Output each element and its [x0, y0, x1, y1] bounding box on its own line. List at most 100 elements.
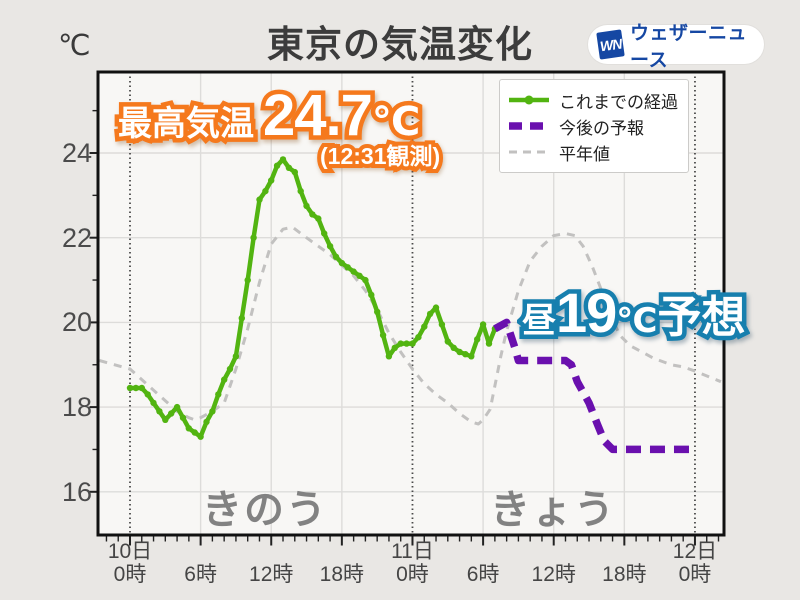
- data-point-marker: [350, 268, 357, 275]
- data-point-marker: [456, 348, 463, 356]
- legend-label: これまでの経過: [559, 92, 678, 112]
- data-point-marker: [438, 321, 446, 328]
- data-point-marker: [168, 410, 175, 417]
- series-dashed-thick: [493, 318, 695, 454]
- legend-item-observed: これまでの経過: [509, 87, 680, 113]
- data-point-marker: [368, 291, 375, 299]
- data-point-marker: [332, 253, 340, 260]
- data-point-marker: [403, 340, 410, 347]
- data-point-marker: [156, 408, 163, 415]
- data-point-marker: [479, 321, 487, 328]
- data-point-marker: [185, 425, 192, 432]
- data-point-marker: [279, 156, 287, 163]
- data-point-marker: [273, 162, 281, 169]
- data-point-marker: [356, 272, 363, 279]
- data-point-marker: [303, 202, 310, 210]
- y-tick-label: 20: [61, 307, 92, 338]
- y-tick-label: 18: [61, 392, 92, 423]
- data-point-marker: [409, 340, 416, 347]
- data-point-marker: [138, 384, 145, 392]
- data-point-marker: [297, 187, 304, 195]
- day-label-yesterday: きのう: [202, 488, 328, 532]
- y-axis-unit-label: ℃: [58, 30, 91, 62]
- data-point-marker: [397, 340, 404, 347]
- data-point-marker: [426, 310, 434, 318]
- data-point-marker: [450, 344, 457, 351]
- data-point-marker: [468, 353, 475, 360]
- legend-label: 平年値: [559, 144, 610, 164]
- data-point-marker: [268, 177, 275, 184]
- max-temp-outline-layer: 最高気温 24.7 ℃: [114, 79, 425, 153]
- data-point-marker: [309, 211, 316, 218]
- data-point-marker: [244, 276, 251, 284]
- data-point-marker: [462, 351, 469, 358]
- max-temp-text: 最高気温 24.7 ℃: [118, 83, 421, 148]
- data-point-marker: [226, 365, 234, 373]
- legend-item-forecast: 今後の予報: [509, 113, 680, 139]
- data-point-marker: [144, 391, 151, 398]
- data-point-marker: [444, 338, 451, 345]
- solid-line-dot-swatch-icon: [509, 92, 549, 108]
- x-tick-hour-label: 12時: [531, 563, 576, 586]
- data-point-marker: [250, 234, 257, 241]
- data-point-marker: [321, 230, 328, 237]
- data-point-marker: [238, 315, 245, 322]
- data-point-marker: [132, 384, 140, 392]
- data-point-marker: [191, 429, 198, 436]
- x-tick-day-label: 10日: [107, 540, 153, 563]
- data-point-marker: [285, 164, 293, 171]
- forecast-outline-layer: 昼 19 ℃ 予想: [518, 277, 750, 349]
- x-tick-hour-label: 18時: [319, 563, 365, 586]
- data-point-marker: [391, 344, 398, 351]
- x-tick-hour-label: 6時: [466, 563, 500, 586]
- data-point-marker: [485, 340, 493, 347]
- x-tick-day-label: 12日: [672, 540, 718, 563]
- thick-dashed-line-swatch-icon: [509, 118, 549, 134]
- day-label-today: きょう: [490, 488, 616, 532]
- data-point-marker: [344, 264, 351, 271]
- legend-item-normal: 平年値: [509, 139, 680, 165]
- legend-label: 今後の予報: [559, 118, 644, 138]
- x-tick-hour-label: 0時: [678, 563, 712, 586]
- data-point-marker: [262, 187, 269, 195]
- data-point-marker: [221, 376, 228, 383]
- data-point-marker: [232, 353, 240, 360]
- data-point-marker: [197, 433, 204, 440]
- thin-dashed-line-swatch-icon: [509, 144, 549, 160]
- y-tick-label: 24: [61, 138, 92, 168]
- data-point-marker: [291, 168, 298, 176]
- series-dashed-thin: [99, 225, 722, 426]
- data-point-marker: [432, 304, 440, 311]
- x-tick-hour-label: 0時: [113, 563, 147, 586]
- data-point-marker: [179, 414, 187, 421]
- data-point-marker: [338, 259, 346, 267]
- y-tick-label: 22: [61, 222, 92, 253]
- data-point-marker: [203, 418, 210, 426]
- data-point-marker: [385, 353, 393, 360]
- x-tick-hour-label: 6時: [184, 563, 217, 586]
- data-point-marker: [150, 399, 157, 407]
- data-point-marker: [126, 384, 134, 392]
- page-title: 東京の気温変化: [267, 24, 533, 65]
- plot-border: [96, 70, 726, 537]
- x-tick-hour-label: 0時: [396, 563, 429, 586]
- x-tick-day-label: 11日: [391, 540, 434, 563]
- data-point-marker: [256, 196, 263, 203]
- data-point-marker: [379, 331, 387, 339]
- weathernews-logo: WN ウェザーニュース: [588, 23, 764, 71]
- weathernews-logo-text: ウェザーニュース: [630, 22, 748, 71]
- data-point-marker: [326, 243, 334, 250]
- data-point-marker: [421, 323, 428, 330]
- data-point-marker: [415, 334, 422, 341]
- data-point-marker: [173, 403, 181, 411]
- x-tick-hour-label: 18時: [602, 563, 647, 586]
- x-tick-hour-label: 12時: [249, 563, 294, 586]
- data-point-marker: [374, 308, 381, 315]
- chart-legend: これまでの経過 今後の予報 平年値: [499, 79, 689, 173]
- data-point-marker: [315, 215, 322, 222]
- data-point-marker: [162, 416, 169, 423]
- weathernews-logo-icon: WN: [596, 29, 625, 60]
- data-point-marker: [474, 336, 481, 343]
- data-point-marker: [362, 276, 369, 284]
- data-point-marker: [215, 391, 222, 398]
